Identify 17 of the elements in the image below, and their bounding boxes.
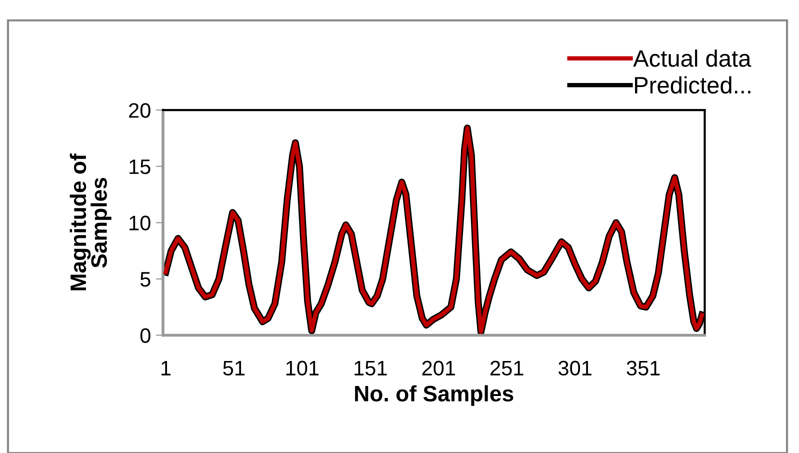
y-tick-label: 10	[130, 216, 150, 230]
y-tick-label: 5	[140, 272, 150, 287]
legend-label: Predicted...	[635, 76, 750, 94]
y-tick-label: 20	[129, 103, 150, 118]
legend-label: Actual data	[633, 50, 752, 67]
y-tick-label: 15	[130, 160, 150, 174]
y-tick-label: 0	[140, 328, 150, 343]
x-axis-title: No. of Samples	[355, 385, 514, 406]
x-tick-label: 201	[422, 360, 455, 376]
x-tick-label: 51	[223, 360, 245, 376]
x-tick-label: 251	[490, 360, 524, 376]
y-axis-title: Magnitude of Samples	[70, 153, 112, 290]
x-tick-label: 301	[558, 360, 592, 376]
x-tick-label: 1	[162, 360, 170, 376]
x-tick-label: 101	[286, 360, 319, 376]
x-tick-label: 351	[626, 360, 660, 376]
x-tick-label: 151	[354, 360, 387, 376]
